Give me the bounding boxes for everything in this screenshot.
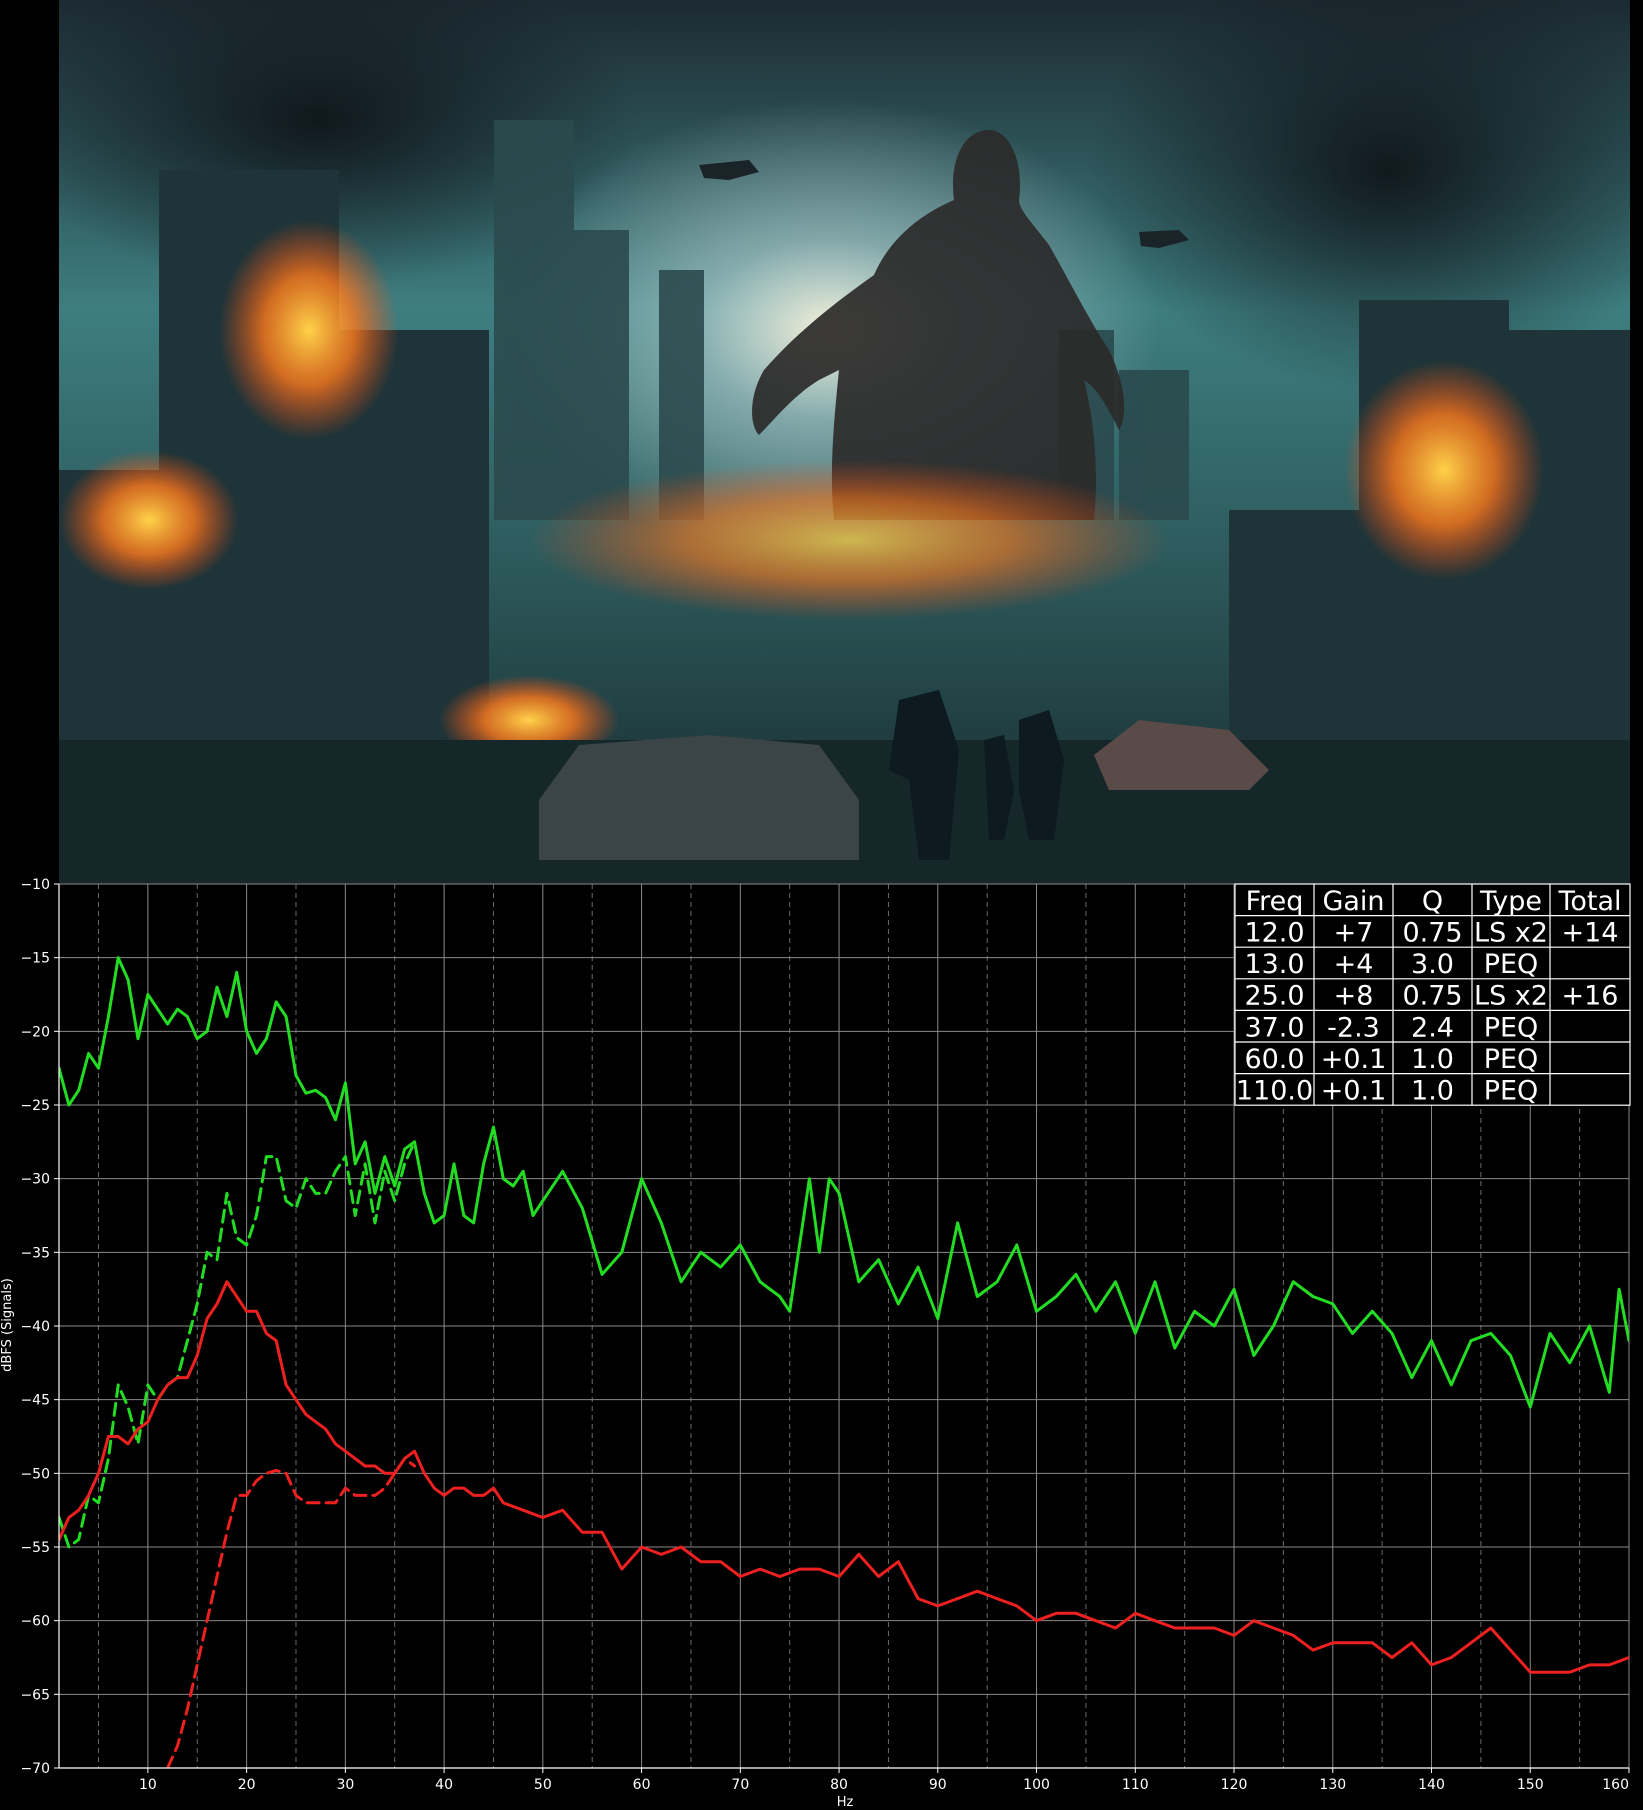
eq-table-cell: PEQ: [1484, 949, 1539, 980]
y-tick-label: −35: [20, 1245, 50, 1261]
x-tick-label: 30: [336, 1777, 354, 1793]
eq-table-cell: PEQ: [1484, 1012, 1539, 1043]
x-tick-label: 140: [1418, 1777, 1445, 1793]
eq-table-cell: 13.0: [1244, 949, 1304, 980]
y-tick-label: −25: [20, 1098, 50, 1114]
eq-table-cell: 25.0: [1244, 981, 1304, 1012]
eq-table-cell: +7: [1334, 918, 1374, 949]
eq-table-cell: LS x2: [1474, 981, 1548, 1012]
poster-giant-creature: [752, 130, 1125, 520]
eq-table-header-cell: Type: [1479, 886, 1542, 917]
eq-table-cell: 37.0: [1244, 1012, 1304, 1043]
y-tick-label: −60: [20, 1614, 50, 1630]
eq-table-cell: 2.4: [1411, 1012, 1454, 1043]
series-line-3-solid: [59, 1280, 1629, 1674]
eq-table-cell: 3.0: [1411, 949, 1454, 980]
x-tick-label: 100: [1023, 1777, 1050, 1793]
y-tick-label: −15: [20, 951, 50, 967]
eq-table-cell: +4: [1334, 949, 1374, 980]
eq-table-cell: +0.1: [1321, 1044, 1387, 1075]
chart-series-group: [59, 956, 1629, 1768]
eq-table-cell: +8: [1334, 981, 1374, 1012]
eq-table-header-cell: Gain: [1322, 886, 1384, 917]
x-tick-label: 110: [1122, 1777, 1149, 1793]
x-tick-label: 160: [1602, 1777, 1629, 1793]
y-tick-label: −10: [20, 877, 50, 893]
x-tick-label: 80: [830, 1777, 848, 1793]
poster-wrecked-car: [539, 735, 859, 860]
eq-table-cell: 0.75: [1402, 981, 1462, 1012]
poster-fire-left: [219, 220, 399, 440]
eq-table-cell: PEQ: [1484, 1076, 1539, 1107]
y-tick-label: −40: [20, 1319, 50, 1335]
poster-overturned-car: [1094, 720, 1269, 790]
series-line-2-dashed: [59, 1140, 416, 1549]
eq-table-cell: 60.0: [1244, 1044, 1304, 1075]
y-tick-label: −20: [20, 1024, 50, 1040]
eq-table-cell: +14: [1562, 918, 1619, 949]
eq-table-cell: 12.0: [1244, 918, 1304, 949]
eq-table-cell: 110.0: [1236, 1076, 1313, 1107]
y-tick-label: −65: [20, 1687, 50, 1703]
x-tick-label: 70: [731, 1777, 749, 1793]
chart-axes: 10 20 30 40 50 60 70 80 90 100 110 120 130 140 150 160 −…: [20, 877, 1630, 1793]
y-tick-label: −45: [20, 1393, 50, 1409]
eq-table-cell: 0.75: [1402, 918, 1462, 949]
eq-table-cell: 1.0: [1411, 1044, 1454, 1075]
poster-helicopters: [699, 160, 1189, 248]
poster-smoke-right: [1089, 0, 1630, 390]
eq-table-cell: +16: [1562, 981, 1619, 1012]
eq-table-cell: 1.0: [1411, 1076, 1454, 1107]
eq-table-cell: -2.3: [1327, 1012, 1380, 1043]
eq-table-cell: LS x2: [1474, 918, 1548, 949]
series-line-1-solid: [59, 956, 1629, 1409]
x-tick-label: 90: [929, 1777, 947, 1793]
eq-table-cell: PEQ: [1484, 1044, 1539, 1075]
poster-fire-left-low: [59, 450, 239, 590]
x-tick-label: 60: [633, 1777, 651, 1793]
eq-settings-table: Freq Gain Q Type Total 12.0 +7 0.75 LS x2 +14 13.0…: [1234, 883, 1631, 1107]
x-axis-title: Hz: [837, 1795, 854, 1810]
eq-table-header-cell: Total: [1557, 886, 1621, 917]
x-tick-label: 50: [534, 1777, 552, 1793]
eq-table-header-cell: Freq: [1246, 886, 1304, 917]
x-tick-label: 20: [238, 1777, 256, 1793]
x-tick-label: 150: [1517, 1777, 1544, 1793]
y-tick-label: −55: [20, 1540, 50, 1556]
y-axis-title: dBFS (Signals): [0, 1278, 15, 1372]
y-tick-label: −30: [20, 1172, 50, 1188]
series-line-4-dashed: [166, 1457, 416, 1768]
x-tick-label: 130: [1319, 1777, 1346, 1793]
poster-fire-right: [1344, 360, 1544, 580]
y-tick-label: −70: [20, 1761, 50, 1777]
poster-fleeing-people: [889, 690, 1064, 860]
eq-table-header-cell: Q: [1422, 886, 1443, 917]
poster-fire-center: [529, 460, 1169, 620]
eq-table-cell: +0.1: [1321, 1076, 1387, 1107]
movie-poster-image: [59, 0, 1630, 884]
eq-table-frame: [1234, 883, 1631, 1106]
x-tick-label: 10: [139, 1777, 157, 1793]
x-tick-label: 120: [1221, 1777, 1248, 1793]
y-tick-label: −50: [20, 1466, 50, 1482]
x-tick-label: 40: [435, 1777, 453, 1793]
